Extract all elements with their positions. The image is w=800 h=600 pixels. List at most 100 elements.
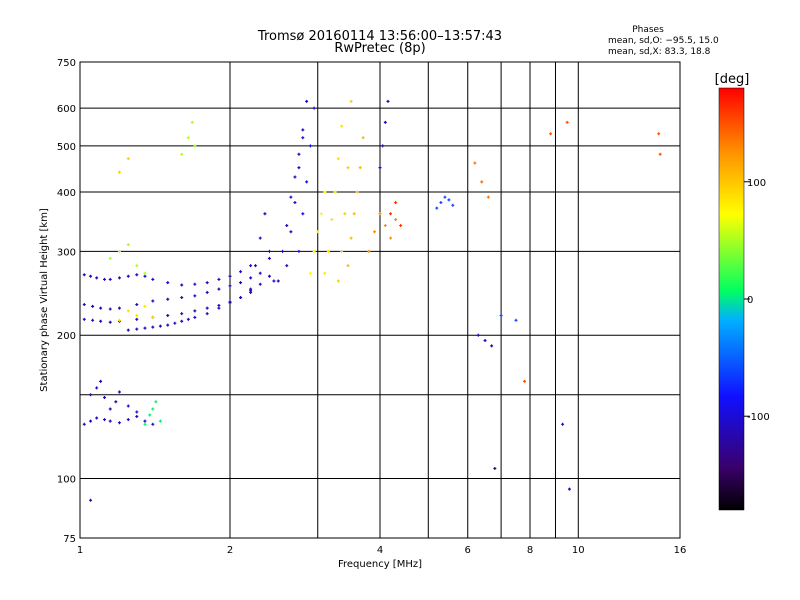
echo-point <box>180 283 184 287</box>
echo-point <box>180 312 184 316</box>
echo-point <box>239 281 243 285</box>
echo-point <box>126 274 130 278</box>
echo-point <box>108 307 112 311</box>
echo-point <box>249 287 253 291</box>
echo-point <box>228 301 232 305</box>
echo-point <box>293 175 297 179</box>
echo-point <box>114 400 118 404</box>
echo-point <box>143 422 147 426</box>
echo-point <box>228 284 232 288</box>
echo-point <box>285 224 289 228</box>
echo-point <box>239 270 243 274</box>
echo-point <box>297 166 301 170</box>
echo-point <box>326 249 330 253</box>
echo-point <box>166 314 170 318</box>
echo-point <box>135 314 139 318</box>
echo-point <box>258 236 262 240</box>
echo-point <box>117 306 121 310</box>
echo-point <box>297 249 301 253</box>
echo-point <box>272 279 276 283</box>
echo-point <box>180 319 184 323</box>
echo-point <box>154 400 158 404</box>
echo-point <box>89 419 93 423</box>
phase-stats-o: mean, sd,O: −95.5, 15.0 <box>608 36 719 46</box>
echo-point <box>285 264 289 268</box>
y-tick-label: 100 <box>57 475 76 486</box>
echo-point <box>126 328 130 332</box>
echo-point <box>82 273 86 277</box>
echo-point <box>158 419 162 423</box>
echo-point <box>263 212 267 216</box>
echo-point <box>308 271 312 275</box>
colorbar-tick-label: -100 <box>747 412 770 423</box>
y-tick-label: 500 <box>57 142 76 153</box>
echo-point <box>389 212 393 216</box>
echo-point <box>143 274 147 278</box>
echo-point <box>193 309 197 313</box>
phase-stats-x: mean, sd,X: 83.3, 18.8 <box>608 47 711 57</box>
x-tick-label: 1 <box>77 545 83 556</box>
echo-point <box>378 166 382 170</box>
echo-point <box>217 287 221 291</box>
echo-point <box>95 416 99 420</box>
colorbar-ticks: 100 0 -100 <box>744 178 770 423</box>
echo-point <box>486 195 490 199</box>
echo-point <box>301 136 305 140</box>
echo-point <box>108 320 112 324</box>
echo-point <box>143 271 147 275</box>
echo-point <box>549 132 553 136</box>
echo-point <box>349 236 353 240</box>
echo-point <box>151 277 155 281</box>
echo-point <box>99 306 103 310</box>
echo-point <box>305 180 309 184</box>
x-tick-label: 8 <box>527 545 533 556</box>
x-tick-label: 16 <box>674 545 687 556</box>
echo-point <box>228 274 232 278</box>
echo-point <box>126 157 130 161</box>
echo-point <box>186 136 190 140</box>
echo-point <box>323 271 327 275</box>
echo-point <box>567 487 571 491</box>
echo-point <box>95 386 99 390</box>
y-tick-label: 300 <box>57 247 76 258</box>
echo-point <box>166 281 170 285</box>
echo-point <box>490 344 494 348</box>
echo-point <box>355 190 359 194</box>
colorbar-label: [deg] <box>715 72 750 87</box>
echo-points <box>82 99 662 502</box>
echo-point <box>267 249 271 253</box>
echo-point <box>205 312 209 316</box>
echo-point <box>305 99 309 103</box>
echo-point <box>180 296 184 300</box>
echo-point <box>281 249 285 253</box>
echo-point <box>561 422 565 426</box>
echo-point <box>389 236 393 240</box>
echo-point <box>135 414 139 418</box>
echo-point <box>151 407 155 411</box>
echo-point <box>349 99 353 103</box>
echo-point <box>336 279 340 283</box>
phase-stats-title: Phases <box>632 25 664 35</box>
echo-point <box>89 498 93 502</box>
echo-point <box>135 410 139 414</box>
echo-point <box>297 152 301 156</box>
echo-point <box>108 277 112 281</box>
echo-point <box>346 264 350 268</box>
echo-point <box>151 299 155 303</box>
echo-point <box>135 327 139 331</box>
echo-point <box>340 249 344 253</box>
echo-point <box>82 422 86 426</box>
echo-point <box>499 314 503 318</box>
echo-point <box>386 99 390 103</box>
echo-point <box>91 318 95 322</box>
grid <box>80 62 680 538</box>
echo-point <box>239 296 243 300</box>
echo-point <box>103 277 107 281</box>
echo-point <box>148 413 152 417</box>
echo-point <box>126 404 130 408</box>
echo-point <box>473 161 477 165</box>
echo-point <box>117 249 121 253</box>
chart-title-line2: RwPretec (8p) <box>334 41 425 56</box>
colorbar-tick-label: 100 <box>747 178 766 189</box>
